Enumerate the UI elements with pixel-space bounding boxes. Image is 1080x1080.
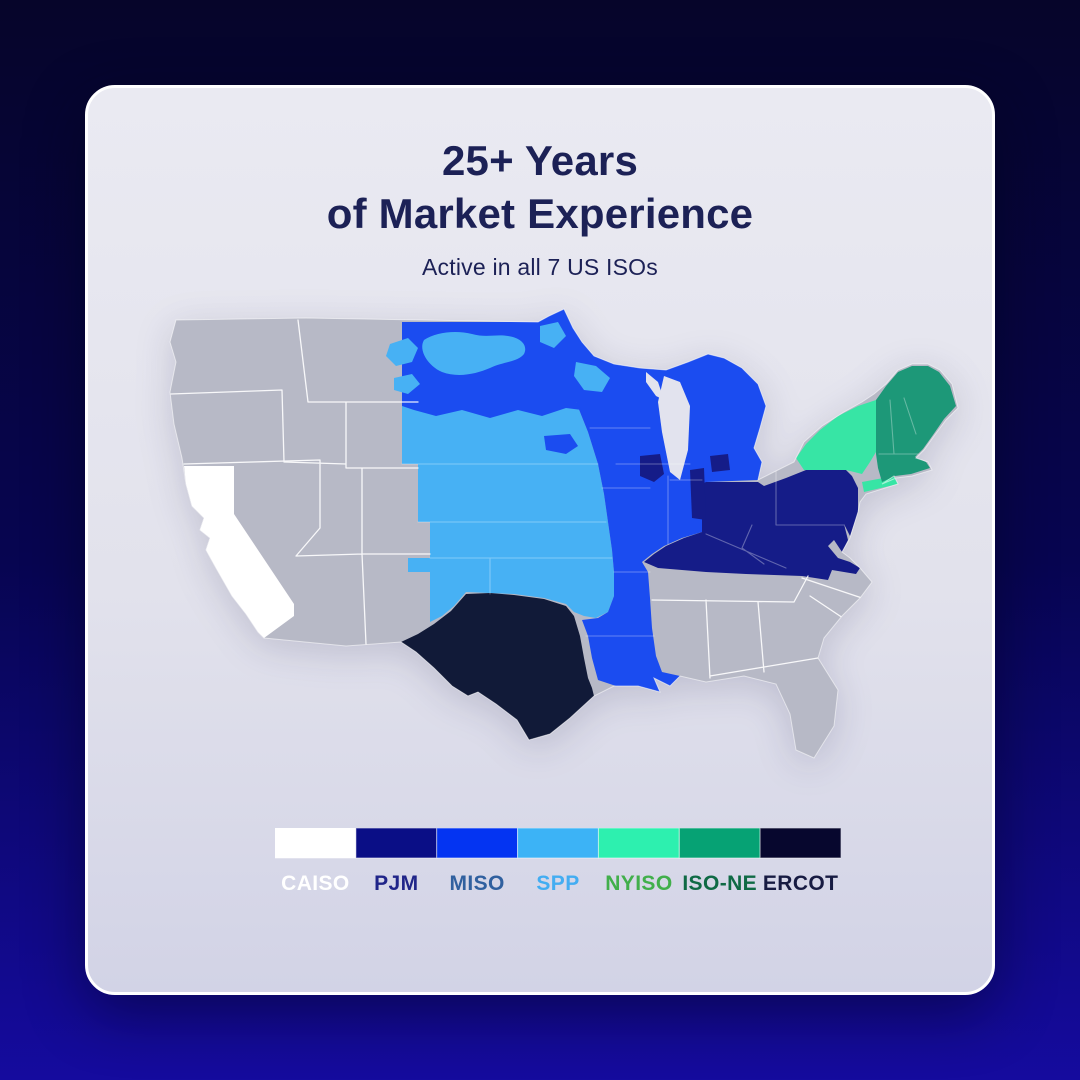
- region-pjm-chicago-pocket: [640, 454, 664, 482]
- region-spp-mt-blob-2: [394, 374, 420, 394]
- legend-swatch-spp: [517, 828, 600, 859]
- legend-label-nyiso: NYISO: [605, 872, 672, 895]
- title-line-2: of Market Experience: [326, 190, 754, 238]
- legend-swatch-isone: [678, 828, 761, 859]
- region-pjm: [644, 470, 860, 580]
- legend-label-spp: SPP: [536, 872, 579, 895]
- us-map-outline: [169, 308, 959, 759]
- region-spp-mt-blob: [386, 338, 418, 366]
- region-spp: [402, 402, 614, 622]
- state-borders-faint: [401, 397, 919, 637]
- region-pjm-indiana-strip: [690, 468, 706, 520]
- title-line-1: 25+ Years: [441, 137, 639, 184]
- region-spp-mn-bulge: [574, 362, 610, 392]
- legend-label-isone: ISO-NE: [682, 872, 757, 895]
- region-ercot: [401, 593, 594, 740]
- page-title: 25+ Years of Market Experience: [88, 134, 992, 241]
- region-pjm-michigan-pocket: [710, 454, 730, 472]
- region-caiso: [184, 466, 294, 638]
- region-nyiso: [796, 400, 876, 474]
- region-spp-mn-corner-blob: [540, 322, 566, 348]
- legend-label-caiso: CAISO: [281, 872, 350, 895]
- legend-swatch-caiso: [275, 828, 357, 859]
- region-miso-sd-lobe: [402, 402, 582, 418]
- green-bay-inlet: [646, 372, 664, 400]
- state-borders: [170, 319, 863, 679]
- lake-michigan: [658, 376, 690, 480]
- legend-label-ercot: ERCOT: [763, 872, 839, 895]
- header: 25+ Years of Market Experience Active in …: [88, 134, 992, 281]
- region-nyiso-long-island: [862, 476, 898, 492]
- legend-swatch-pjm: [355, 828, 438, 859]
- us-iso-map: [169, 308, 959, 759]
- legend-swatch-ercot: [759, 828, 841, 859]
- region-miso-omaha-pocket: [544, 434, 578, 454]
- legend-swatch-miso: [436, 828, 519, 859]
- page-subtitle: Active in all 7 US ISOs: [422, 253, 658, 280]
- region-isone: [876, 366, 956, 482]
- legend-label-miso: MISO: [449, 872, 504, 895]
- legend: CAISO PJM MISO SPP NYISO ISO-NE ERCOT: [275, 828, 841, 895]
- infographic-card: 25+ Years of Market Experience Active in …: [85, 85, 995, 995]
- legend-label-pjm: PJM: [374, 872, 418, 895]
- region-spp-nd-blob: [422, 332, 526, 375]
- legend-swatch-nyiso: [597, 828, 680, 859]
